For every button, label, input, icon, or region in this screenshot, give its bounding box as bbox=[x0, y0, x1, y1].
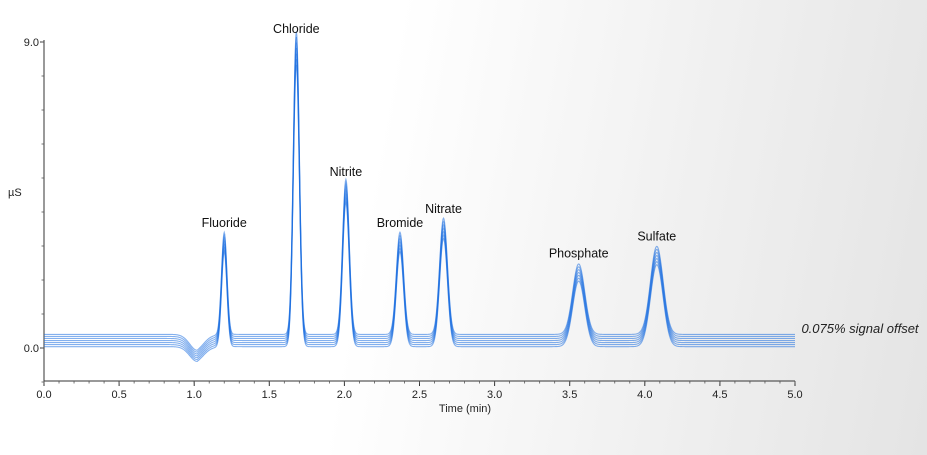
x-tick-label: 3.0 bbox=[487, 389, 502, 401]
x-tick-label: 1.0 bbox=[187, 389, 202, 401]
chromatogram-trace bbox=[44, 53, 795, 359]
axes: 0.0 0.5 1.0 1.5 2.0 2.5 3.0 3.5 4.0 4.5 5.0 0.0 9.0 bbox=[24, 37, 803, 401]
x-tick-label: 1.5 bbox=[262, 389, 277, 401]
x-tick-label: 2.5 bbox=[412, 389, 427, 401]
peak-label: Chloride bbox=[273, 22, 320, 36]
x-tick-label: 0.0 bbox=[36, 389, 51, 401]
chromatogram-trace bbox=[44, 42, 795, 355]
chromatogram-traces bbox=[44, 31, 795, 362]
chromatogram-trace bbox=[44, 59, 795, 361]
x-tick-label: 4.5 bbox=[712, 389, 727, 401]
x-tick-label: 3.5 bbox=[562, 389, 577, 401]
chromatogram-trace bbox=[44, 48, 795, 357]
chromatogram-trace bbox=[44, 31, 795, 351]
peak-label: Bromide bbox=[377, 216, 424, 230]
chromatogram-trace bbox=[44, 64, 795, 362]
y-axis-title: µS bbox=[8, 187, 22, 199]
x-axis-title: Time (min) bbox=[439, 403, 491, 415]
peak-label: Nitrite bbox=[330, 165, 363, 179]
y-tick-label: 0.0 bbox=[24, 343, 39, 355]
peak-label: Nitrate bbox=[425, 202, 462, 216]
peak-label: Phosphate bbox=[549, 246, 609, 260]
x-tick-label: 4.0 bbox=[637, 389, 652, 401]
peak-label: Sulfate bbox=[637, 229, 676, 243]
y-tick-label: 9.0 bbox=[24, 37, 39, 49]
x-tick-label: 5.0 bbox=[787, 389, 802, 401]
x-tick-label: 2.0 bbox=[337, 389, 352, 401]
signal-offset-annotation: 0.075% signal offset bbox=[801, 321, 919, 336]
peak-label: Fluoride bbox=[202, 216, 247, 230]
x-tick-label: 0.5 bbox=[111, 389, 126, 401]
chromatogram-trace bbox=[44, 36, 795, 353]
